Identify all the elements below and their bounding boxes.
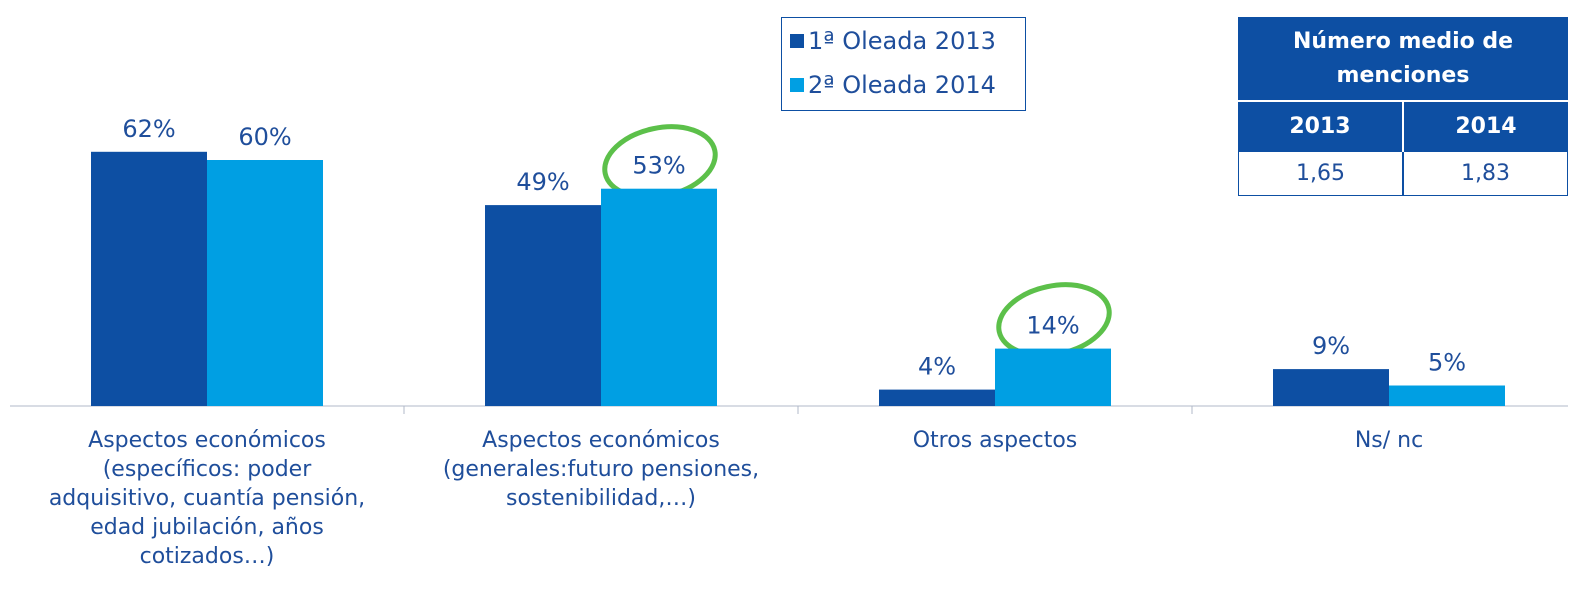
legend-entry: 1ª Oleada 2013 — [790, 26, 996, 56]
table-column: 2013 — [1238, 102, 1404, 152]
bar — [601, 188, 717, 406]
bar — [485, 205, 601, 406]
legend-label: 2ª Oleada 2014 — [808, 71, 996, 99]
value-label: 53% — [632, 152, 685, 180]
x-tick-label: Aspectos económicos (generales:futuro pe… — [442, 428, 760, 511]
legend-swatch — [790, 78, 804, 92]
bar — [879, 389, 995, 406]
value-label: 5% — [1428, 349, 1466, 377]
legend: 1ª Oleada 2013 2ª Oleada 2014 — [781, 17, 1026, 111]
bar — [91, 151, 207, 406]
bar — [207, 160, 323, 406]
bar — [1273, 369, 1389, 406]
legend-swatch — [790, 34, 804, 48]
x-tick-label: Ns/ nc — [1354, 428, 1424, 453]
x-tick-label: Otros aspectos — [912, 428, 1078, 453]
value-label: 9% — [1312, 332, 1350, 360]
table-cell: 1,83 — [1461, 161, 1510, 186]
value-label: 60% — [238, 123, 291, 151]
summary-table: Número medio de menciones 2013 2014 1,65… — [1238, 17, 1568, 196]
legend-entry: 2ª Oleada 2014 — [790, 70, 996, 100]
table-cell: 1,65 — [1239, 152, 1404, 195]
table-title: Número medio de menciones — [1238, 17, 1568, 100]
value-label: 49% — [516, 168, 569, 196]
table-column: 2014 — [1404, 102, 1568, 152]
x-tick-label: Aspectos económicos (específicos: poder … — [48, 428, 366, 569]
value-label: 62% — [122, 115, 175, 143]
value-label: 4% — [918, 353, 956, 381]
legend-label: 1ª Oleada 2013 — [808, 27, 996, 55]
bar — [1389, 385, 1505, 406]
value-label: 14% — [1026, 312, 1079, 340]
bar — [995, 348, 1111, 406]
